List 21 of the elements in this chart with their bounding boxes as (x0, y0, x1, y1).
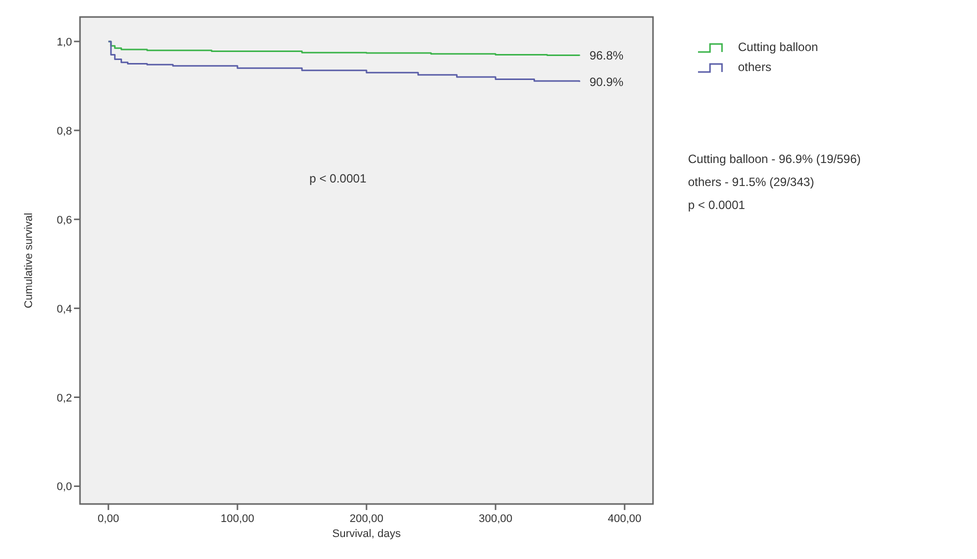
y-tick-label: 0,2 (56, 392, 72, 404)
x-tick-label: 100,00 (220, 513, 254, 525)
text: Cutting balloon - 96.9% (19/596) (688, 152, 861, 166)
x-tick-label: 400,00 (608, 513, 642, 525)
legend-label: Cutting balloon (738, 40, 818, 54)
x-tick-label: 0,00 (98, 513, 120, 525)
x-tick-label: 200,00 (350, 513, 384, 525)
x-tick-label: 300,00 (478, 513, 512, 525)
y-tick-label: 0,6 (56, 214, 72, 226)
annotation: 90.9% (589, 74, 624, 89)
text: p < 0.0001 (688, 198, 746, 212)
y-axis-title: Cumulative survival (23, 212, 35, 308)
x-axis-title: Survival, days (332, 528, 402, 540)
y-tick-label: 0,4 (56, 303, 72, 316)
y-tick-label: 0,0 (56, 481, 72, 494)
annotation: 96.8% (589, 48, 624, 63)
legend-label: others (738, 60, 772, 74)
y-tick-label: 1,0 (56, 36, 72, 48)
y-tick-label: 0,8 (56, 125, 72, 138)
text: others - 91.5% (29/343) (688, 175, 814, 189)
annotation: p < 0.0001 (309, 172, 367, 186)
